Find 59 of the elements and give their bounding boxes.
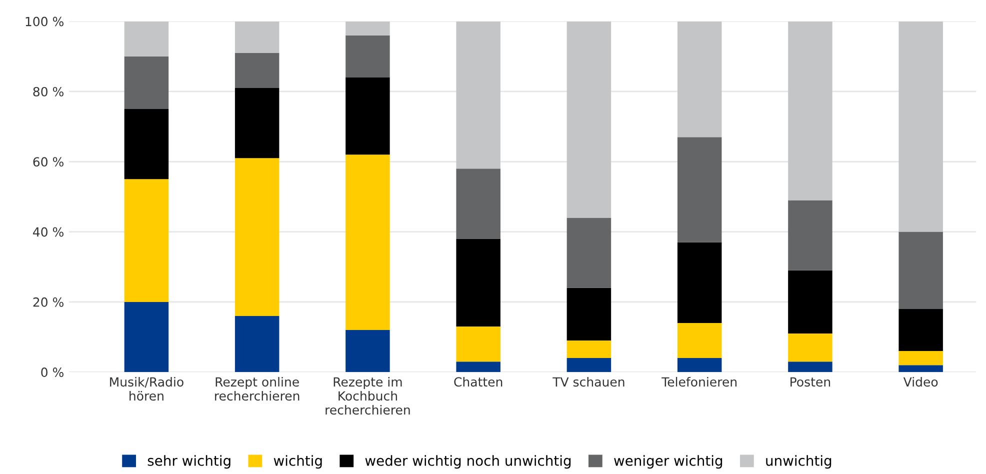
bar	[788, 200, 832, 270]
bar	[898, 351, 943, 366]
x-tick-label: Chatten	[454, 376, 502, 387]
bar	[677, 358, 722, 372]
bar	[234, 88, 280, 158]
legend-label: sehr wichtig	[148, 455, 230, 469]
legend-label: wichtig	[274, 455, 322, 469]
bar	[234, 21, 280, 53]
legend-label: unwichtig	[766, 455, 832, 469]
bar	[124, 302, 169, 372]
bar	[124, 21, 169, 56]
bar	[234, 316, 280, 372]
bar	[898, 308, 943, 352]
bar	[677, 322, 722, 358]
y-tick-label: 60 %	[33, 157, 64, 167]
bar	[346, 77, 390, 155]
bar	[346, 154, 390, 330]
bar	[456, 326, 500, 362]
x-tick-label: Posten	[790, 377, 830, 387]
bar	[346, 21, 390, 36]
bar	[124, 179, 169, 302]
x-tick-label: Telefonieren	[662, 376, 736, 387]
bar	[234, 158, 280, 316]
bar	[566, 340, 612, 358]
bar	[788, 270, 832, 334]
bar	[124, 109, 169, 180]
bar	[898, 365, 943, 372]
bar	[456, 362, 500, 372]
y-tick-label: 100 %	[26, 16, 64, 26]
bar	[346, 330, 390, 372]
y-tick-label: 0 %	[41, 368, 64, 378]
bar	[898, 232, 943, 309]
x-tick-label: TV schauen	[552, 376, 624, 387]
bar	[788, 334, 832, 362]
bar	[677, 21, 722, 138]
y-tick-label: 80 %	[33, 86, 64, 96]
bar	[788, 362, 832, 372]
bar	[346, 35, 390, 78]
bar	[234, 52, 280, 88]
x-tick-label: Rezepte im Kochbuch recherchieren	[326, 376, 410, 415]
x-tick-label: Rezept online recherchieren	[215, 376, 300, 401]
bar	[456, 238, 500, 326]
x-tick-label: Musik/Radio hören	[110, 376, 184, 401]
bar	[566, 288, 612, 341]
bar	[788, 21, 832, 200]
bar	[677, 137, 722, 242]
bar	[456, 168, 500, 239]
x-tick-label: Video	[903, 376, 938, 387]
y-tick-label: 40 %	[33, 227, 64, 237]
bar	[566, 21, 612, 218]
y-tick-label: 20 %	[33, 297, 64, 307]
bar	[898, 21, 943, 232]
legend-label: weder wichtig noch unwichtig	[365, 455, 571, 469]
legend-label: weniger wichtig	[614, 455, 722, 469]
bar	[456, 21, 500, 169]
bar	[566, 358, 612, 372]
bar	[677, 242, 722, 323]
bar	[124, 56, 169, 110]
bar	[566, 218, 612, 288]
